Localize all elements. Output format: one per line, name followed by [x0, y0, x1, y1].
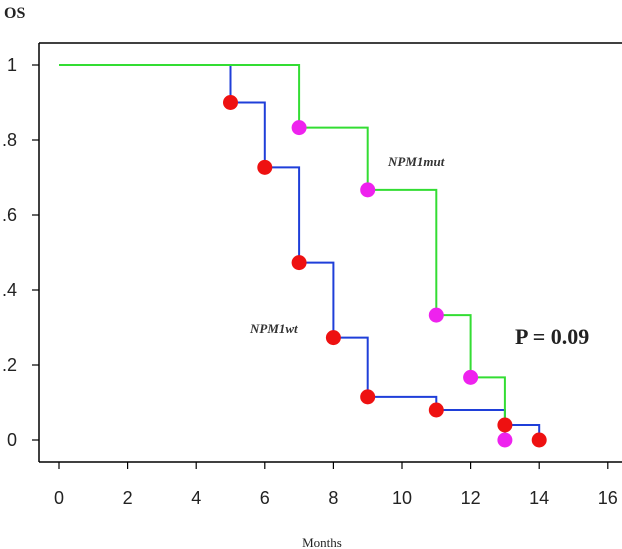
event-marker-NPM1wt	[531, 432, 547, 448]
y-tick-label: 0	[7, 430, 17, 450]
p-value-annotation: P = 0.09	[515, 324, 589, 349]
event-marker-NPM1mut	[463, 369, 479, 385]
series-line-NPM1mut	[59, 64, 506, 440]
x-tick-label: 8	[328, 488, 338, 508]
event-marker-NPM1wt	[223, 95, 238, 110]
event-marker-NPM1wt	[360, 389, 376, 405]
event-marker-NPM1mut	[428, 307, 444, 323]
x-tick-label: 14	[529, 488, 549, 508]
event-marker-NPM1mut	[360, 182, 376, 198]
event-marker-NPM1wt	[257, 159, 273, 175]
event-marker-NPM1wt	[291, 255, 307, 271]
x-tick-label: 10	[392, 488, 412, 508]
x-tick-label: 12	[461, 488, 481, 508]
x-tick-label: 2	[123, 488, 133, 508]
x-tick-label: 4	[191, 488, 201, 508]
axis-ticks: 0 2 4 6 8 10 12 14 16 0 .2 .4 .6 .8 1	[2, 55, 618, 508]
x-tick-label: 16	[598, 488, 618, 508]
y-tick-label: .8	[2, 130, 17, 150]
event-marker-NPM1mut	[497, 432, 513, 448]
chart-title: OS	[4, 5, 25, 22]
x-tick-label: 6	[260, 488, 270, 508]
event-marker-NPM1wt	[497, 417, 513, 433]
curve-label-wt: NPM1wt	[249, 321, 298, 336]
event-marker-NPM1wt	[428, 402, 444, 418]
y-tick-label: .4	[2, 280, 17, 300]
event-markers	[223, 95, 547, 448]
x-axis-title: Months	[302, 535, 342, 549]
plot-frame	[38, 42, 622, 463]
event-marker-NPM1wt	[325, 330, 341, 346]
y-tick-label: .6	[2, 205, 17, 225]
curve-label-mut: NPM1mut	[387, 154, 445, 169]
y-tick-label: .2	[2, 355, 17, 375]
event-marker-NPM1mut	[291, 120, 307, 136]
y-tick-label: 1	[7, 55, 17, 75]
x-tick-label: 0	[54, 488, 64, 508]
